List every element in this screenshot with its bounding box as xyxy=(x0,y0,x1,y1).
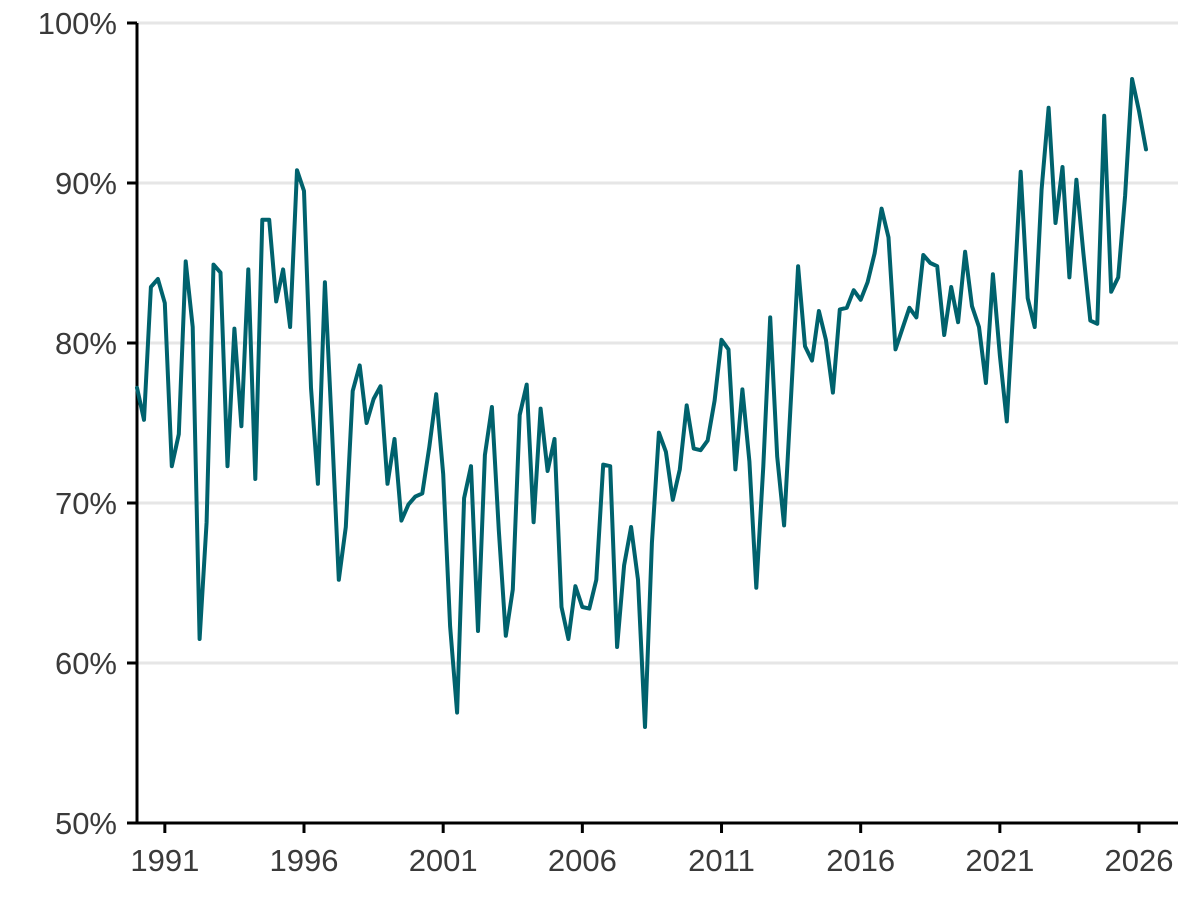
x-tick-label: 2016 xyxy=(826,843,895,878)
x-tick-label: 1991 xyxy=(130,843,199,878)
axes xyxy=(127,21,1178,833)
y-tick-label: 80% xyxy=(55,326,117,361)
y-tick-label: 60% xyxy=(55,646,117,681)
y-tick-label: 90% xyxy=(55,166,117,201)
y-tick-label: 70% xyxy=(55,486,117,521)
grid-layer xyxy=(137,21,1178,665)
series-layer xyxy=(135,77,1148,729)
y-tick-label: 100% xyxy=(38,6,117,41)
x-tick-label: 2006 xyxy=(548,843,617,878)
x-tick-label: 1996 xyxy=(270,843,339,878)
x-tick-label: 2001 xyxy=(409,843,478,878)
series-line xyxy=(135,77,1148,729)
x-tick-label: 2021 xyxy=(965,843,1034,878)
tick-labels: 50% 60% 70% 80% 90% 100% 1991 1996 2001 2006 2011 2… xyxy=(38,6,1174,878)
x-tick-label: 2026 xyxy=(1105,843,1174,878)
y-tick-label: 50% xyxy=(55,806,117,841)
x-tick-label: 2011 xyxy=(688,843,755,878)
